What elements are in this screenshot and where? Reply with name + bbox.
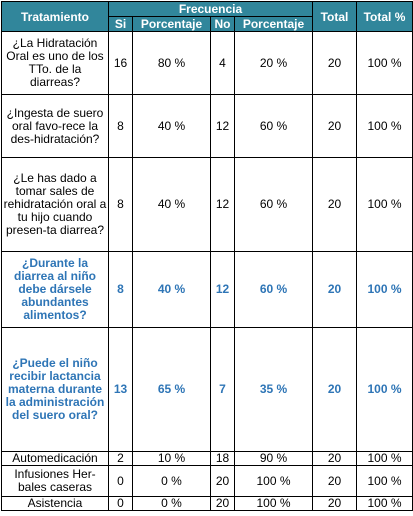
cell-tratamiento: Automedicación (1, 451, 109, 466)
cell-pct-si: 0 % (132, 496, 211, 511)
cell-pct-si: 10 % (132, 451, 211, 466)
table-row: ¿Le has dado a tomar sales de rehidratac… (1, 157, 413, 252)
cell-total-pct: 100 % (356, 465, 413, 497)
cell-total-pct: 100 % (356, 496, 413, 511)
cell-pct-si: 40 % (132, 94, 211, 158)
cell-no: 12 (210, 94, 235, 158)
header-porcentaje-no: Porcentaje (234, 16, 313, 32)
header-frecuencia: Frecuencia (108, 1, 313, 17)
cell-total-pct: 100 % (356, 31, 413, 95)
table-row: ¿Durante la diarrea al niño debe dársele… (1, 251, 413, 328)
cell-total: 20 (312, 251, 357, 328)
cell-tratamiento: Asistencia (1, 496, 109, 511)
header-tratamiento: Tratamiento (1, 1, 109, 32)
cell-si: 2 (108, 451, 133, 466)
cell-total-pct: 100 % (356, 451, 413, 466)
cell-si: 8 (108, 251, 133, 328)
cell-total-pct: 100 % (356, 94, 413, 158)
cell-si: 16 (108, 31, 133, 95)
cell-pct-no: 60 % (234, 251, 313, 328)
cell-total-pct: 100 % (356, 157, 413, 252)
cell-total: 20 (312, 31, 357, 95)
cell-pct-no: 100 % (234, 465, 313, 497)
cell-pct-no: 35 % (234, 327, 313, 452)
cell-total-pct: 100 % (356, 327, 413, 452)
cell-no: 20 (210, 496, 235, 511)
cell-no: 12 (210, 251, 235, 328)
header-no: No (210, 16, 235, 32)
header-total-pct: Total % (356, 1, 413, 32)
header-total: Total (312, 1, 357, 32)
cell-total: 20 (312, 94, 357, 158)
cell-si: 8 (108, 157, 133, 252)
cell-pct-si: 40 % (132, 157, 211, 252)
table-row: ¿Ingesta de suero oral favo-rece la des-… (1, 94, 413, 158)
cell-tratamiento: Infusiones Her-bales caseras (1, 465, 109, 497)
cell-total: 20 (312, 327, 357, 452)
cell-pct-no: 60 % (234, 94, 313, 158)
cell-si: 13 (108, 327, 133, 452)
cell-no: 20 (210, 465, 235, 497)
cell-pct-no: 20 % (234, 31, 313, 95)
cell-no: 12 (210, 157, 235, 252)
cell-tratamiento: ¿Le has dado a tomar sales de rehidratac… (1, 157, 109, 252)
cell-tratamiento: ¿Puede el niño recibir lactancia materna… (1, 327, 109, 452)
cell-total: 20 (312, 157, 357, 252)
cell-no: 7 (210, 327, 235, 452)
table-row: ¿Puede el niño recibir lactancia materna… (1, 327, 413, 452)
cell-no: 18 (210, 451, 235, 466)
cell-si: 0 (108, 496, 133, 511)
cell-tratamiento: ¿Durante la diarrea al niño debe dársele… (1, 251, 109, 328)
cell-pct-si: 65 % (132, 327, 211, 452)
cell-no: 4 (210, 31, 235, 95)
cell-pct-no: 90 % (234, 451, 313, 466)
cell-pct-si: 40 % (132, 251, 211, 328)
header-si: Si (108, 16, 133, 32)
cell-si: 8 (108, 94, 133, 158)
table-row: Infusiones Her-bales caseras 0 0 % 20 10… (1, 465, 413, 497)
cell-pct-si: 80 % (132, 31, 211, 95)
cell-total-pct: 100 % (356, 251, 413, 328)
cell-pct-no: 100 % (234, 496, 313, 511)
table-row: Automedicación 2 10 % 18 90 % 20 100 % (1, 451, 413, 466)
cell-total: 20 (312, 465, 357, 497)
cell-total: 20 (312, 451, 357, 466)
table-row: Asistencia 0 0 % 20 100 % 20 100 % (1, 496, 413, 511)
cell-pct-si: 0 % (132, 465, 211, 497)
cell-tratamiento: ¿La Hidratación Oral es uno de los TTo. … (1, 31, 109, 95)
cell-tratamiento: ¿Ingesta de suero oral favo-rece la des-… (1, 94, 109, 158)
cell-total: 20 (312, 496, 357, 511)
cell-si: 0 (108, 465, 133, 497)
cell-pct-no: 60 % (234, 157, 313, 252)
table-row: ¿La Hidratación Oral es uno de los TTo. … (1, 31, 413, 95)
header-porcentaje-si: Porcentaje (132, 16, 211, 32)
